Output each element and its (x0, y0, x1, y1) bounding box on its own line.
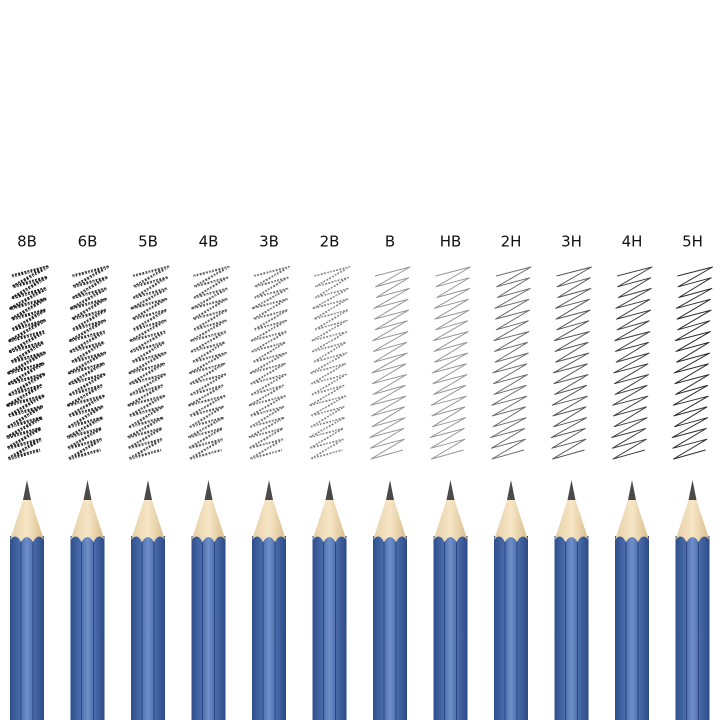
scribble-stroke (187, 265, 230, 461)
pencil-body (252, 536, 286, 720)
pencil-wood (675, 500, 710, 542)
pencil (433, 480, 468, 720)
scribble (187, 265, 230, 461)
pencil-wood (252, 500, 286, 542)
pencil (554, 480, 589, 720)
scribble (247, 266, 290, 460)
pencil-body (191, 536, 226, 720)
pencil-body (554, 536, 589, 720)
scribble-stroke (550, 266, 592, 460)
scribble (65, 265, 109, 461)
pencil-lead (386, 480, 394, 500)
pencil-wood (191, 500, 226, 542)
pencil-wood (10, 500, 44, 542)
pencil-lead (507, 480, 515, 500)
pencil (191, 480, 226, 720)
pencil-body (494, 536, 528, 720)
grade-label: 5H (682, 233, 703, 251)
pencil-lead (23, 480, 31, 500)
pencil-lead (628, 480, 636, 500)
pencil-lead (204, 480, 213, 500)
pencil (252, 480, 286, 720)
scribble-stroke (369, 266, 411, 460)
pencil (312, 480, 347, 720)
scribble-stroke (490, 266, 532, 460)
scribble (550, 266, 592, 460)
pencil-wood (554, 500, 589, 542)
pencil (373, 480, 407, 720)
scribble-stroke (126, 265, 170, 461)
pencil-lead (567, 480, 576, 500)
pencil-wood (373, 500, 407, 542)
scribble-stroke (308, 266, 351, 460)
grade-label: 6B (78, 233, 98, 251)
pencil-wood (433, 500, 468, 542)
pencil-body (131, 536, 165, 720)
scribble (429, 266, 471, 460)
pencil-lead (688, 480, 697, 500)
pencil-wood (70, 500, 105, 542)
scribble-stroke (247, 266, 290, 460)
scribble (671, 266, 713, 460)
pencil-body (615, 536, 649, 720)
scribble-stroke (611, 266, 653, 460)
grade-label: 5B (138, 233, 158, 251)
grade-label: 2B (320, 233, 340, 251)
pencil (675, 480, 710, 720)
pencil-body (675, 536, 710, 720)
scribble (308, 266, 351, 460)
scribble (369, 266, 411, 460)
pencil-body (70, 536, 105, 720)
pencil-body (373, 536, 407, 720)
pencil-wood (615, 500, 649, 542)
scribble-stroke (65, 265, 109, 461)
pencil-body (10, 536, 44, 720)
scribble (126, 265, 170, 461)
pencil (10, 480, 44, 720)
pencil-lead (325, 480, 334, 500)
pencil (615, 480, 649, 720)
scribble-stroke (671, 266, 713, 460)
scribble (490, 266, 532, 460)
grade-label: 8B (17, 233, 37, 251)
grade-label: 4H (622, 233, 643, 251)
grade-label: 3H (561, 233, 582, 251)
grade-label: B (385, 233, 395, 251)
grade-label: 2H (501, 233, 522, 251)
grade-label: HB (440, 233, 462, 251)
pencil-wood (312, 500, 347, 542)
scribble-stroke (429, 266, 471, 460)
pencil-wood (494, 500, 528, 542)
pencil (70, 480, 105, 720)
pencil-body (312, 536, 347, 720)
grade-label: 4B (199, 233, 219, 251)
pencil (131, 480, 165, 720)
grade-label: 3B (259, 233, 279, 251)
scribble (611, 266, 653, 460)
pencil-wood (131, 500, 165, 542)
scribble (5, 265, 49, 461)
pencil-body (433, 536, 468, 720)
pencil-lead (83, 480, 92, 500)
pencil (494, 480, 528, 720)
pencil-lead (265, 480, 273, 500)
pencil-lead (144, 480, 152, 500)
pencil-lead (446, 480, 455, 500)
scribble-stroke (5, 265, 49, 461)
